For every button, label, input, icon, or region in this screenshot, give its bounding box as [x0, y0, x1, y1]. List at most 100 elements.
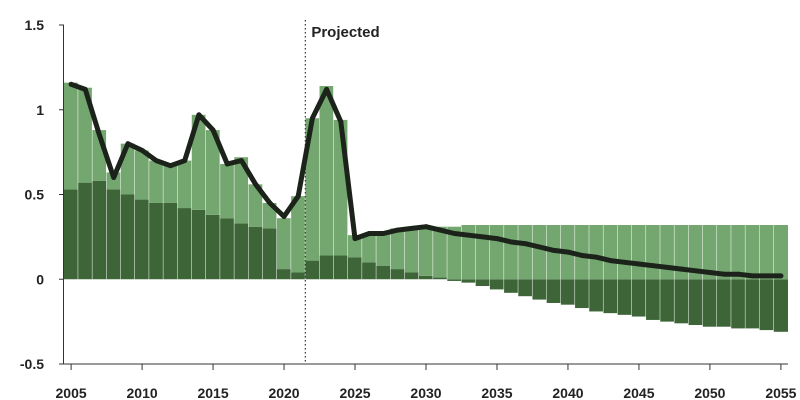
- line-point-2024: [338, 119, 344, 125]
- bar-dark-2041: [575, 279, 590, 309]
- bar-dark-2018: [248, 226, 263, 280]
- line-point-2028: [395, 227, 401, 233]
- line-point-2015: [210, 127, 216, 133]
- bar-dark-2008: [106, 189, 121, 280]
- line-point-2055: [778, 273, 784, 279]
- bar-light-2036: [504, 225, 519, 280]
- bar-light-2015: [205, 130, 221, 215]
- bar-dark-2022: [305, 260, 320, 280]
- bar-light-2010: [134, 150, 150, 200]
- bar-light-2044: [617, 225, 632, 280]
- bar-light-2016: [220, 163, 235, 219]
- bar-dark-2023: [319, 255, 334, 280]
- line-layer: [68, 81, 784, 279]
- bar-light-2013: [177, 160, 192, 209]
- line-point-2046: [650, 263, 656, 269]
- x-tick-label: 2010: [127, 385, 158, 400]
- x-tick-label: 2005: [56, 385, 87, 400]
- bar-light-2023: [319, 86, 334, 256]
- line-point-2036: [508, 239, 514, 245]
- bar-dark-2012: [163, 202, 178, 280]
- line-point-2044: [622, 259, 628, 265]
- line-point-2012: [168, 163, 173, 169]
- bar-dark-2052: [731, 279, 746, 329]
- bar-dark-2032: [447, 279, 462, 281]
- line-point-2041: [579, 253, 585, 258]
- bar-light-2031: [433, 226, 448, 278]
- bar-dark-2016: [220, 218, 235, 280]
- line-point-2025: [352, 236, 358, 241]
- bar-dark-2014: [191, 209, 206, 280]
- projection-annotation: Projected: [311, 24, 379, 41]
- bar-light-2022: [305, 118, 320, 261]
- line-point-2053: [750, 273, 755, 279]
- line-point-2031: [437, 227, 443, 233]
- bar-light-2054: [759, 225, 774, 280]
- line-point-2035: [494, 236, 500, 241]
- x-tick-label: 2025: [339, 385, 370, 400]
- bar-light-2049: [688, 225, 703, 280]
- bar-dark-2051: [717, 279, 732, 327]
- bar-dark-2045: [631, 279, 647, 317]
- bar-light-2043: [603, 225, 618, 280]
- x-tick-label: 2030: [410, 385, 441, 400]
- bar-light-2048: [674, 225, 689, 280]
- line-point-2034: [480, 234, 486, 240]
- line-point-2043: [608, 258, 613, 264]
- bar-dark-2009: [120, 194, 135, 280]
- bar-dark-2015: [205, 214, 221, 280]
- y-tick-label: 1: [36, 102, 44, 118]
- x-tick-label: 2040: [552, 385, 583, 400]
- bar-light-2053: [745, 225, 760, 280]
- bar-light-2042: [589, 225, 604, 280]
- bar-light-2026: [362, 233, 377, 263]
- bar-dark-2010: [134, 199, 150, 280]
- line-point-2006: [82, 87, 88, 92]
- bar-light-2017: [234, 157, 249, 224]
- bar-light-2032: [447, 226, 462, 280]
- bar-dark-2055: [773, 279, 788, 332]
- line-point-2009: [125, 141, 131, 147]
- line-point-2040: [565, 249, 571, 255]
- bar-light-2055: [773, 225, 788, 280]
- bar-dark-2006: [78, 182, 93, 280]
- bar-dark-2050: [702, 279, 718, 327]
- bar-light-2008: [106, 172, 121, 190]
- bar-dark-2054: [759, 279, 774, 331]
- bar-dark-2046: [646, 279, 661, 320]
- line-point-2032: [451, 231, 457, 236]
- y-tick-label: 0: [36, 271, 44, 287]
- bar-dark-2053: [745, 279, 760, 329]
- y-tick-label: -0.5: [20, 356, 44, 372]
- axes-layer: [59, 20, 788, 370]
- bar-light-2018: [248, 184, 263, 227]
- bar-light-2014: [191, 114, 206, 210]
- bar-light-2046: [646, 225, 661, 280]
- line-point-2018: [253, 181, 259, 187]
- line-point-2051: [721, 271, 727, 277]
- bar-dark-2039: [546, 279, 561, 303]
- bar-dark-2029: [404, 272, 419, 280]
- line-point-2033: [466, 232, 471, 238]
- bar-dark-2024: [333, 255, 348, 280]
- line-point-2038: [537, 244, 542, 250]
- bar-dark-2017: [234, 223, 249, 280]
- bar-dark-2005: [64, 189, 79, 280]
- y-tick-label: 1.5: [25, 17, 45, 33]
- x-tick-label: 2015: [197, 385, 228, 400]
- line-point-2021: [295, 193, 301, 199]
- line-point-2052: [735, 271, 741, 277]
- bar-light-2050: [702, 225, 718, 280]
- y-tick-label: 0.5: [25, 187, 45, 203]
- bar-light-2020: [276, 218, 292, 270]
- bar-dark-2040: [560, 279, 576, 305]
- bar-light-2025: [347, 235, 363, 258]
- x-tick-label: 2035: [481, 385, 512, 400]
- bar-dark-2030: [418, 275, 434, 280]
- bar-light-2029: [404, 226, 419, 273]
- bar-light-2028: [390, 228, 405, 270]
- bar-light-2035: [489, 225, 505, 280]
- line-point-2010: [139, 148, 145, 153]
- bar-dark-2043: [603, 279, 618, 314]
